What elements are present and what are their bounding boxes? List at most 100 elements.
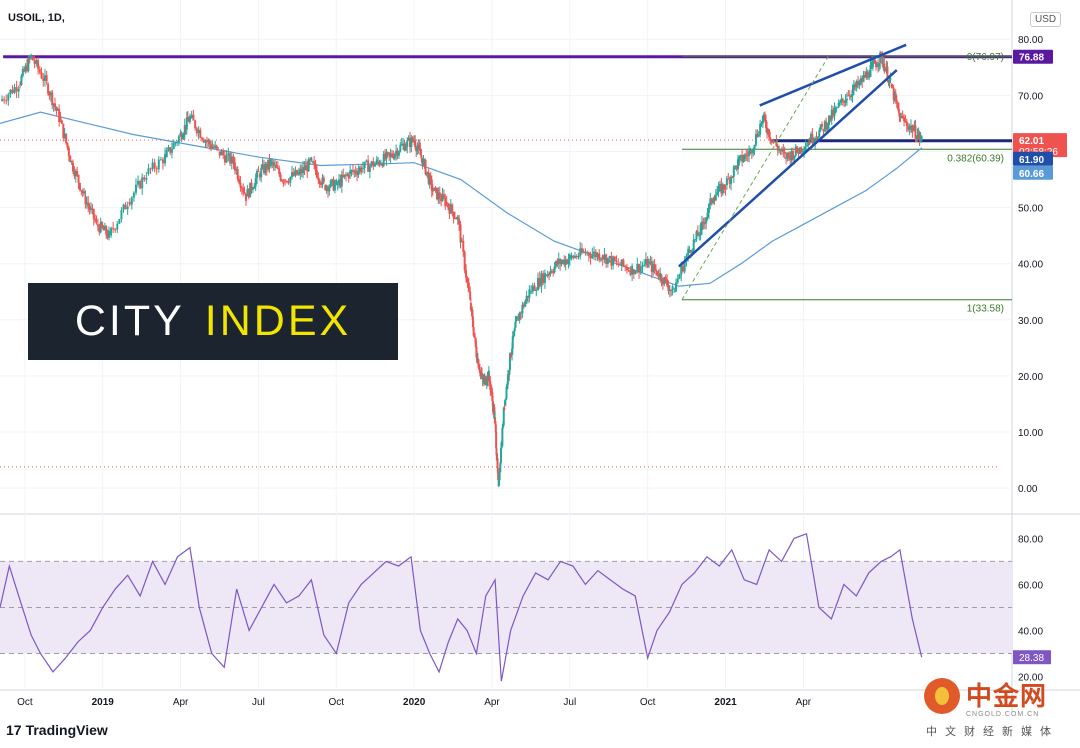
candle-body	[153, 162, 156, 169]
candle-body	[872, 60, 875, 62]
candle-body	[490, 391, 493, 393]
candle-body	[167, 147, 170, 151]
candle-body	[692, 239, 695, 251]
candle-body	[425, 171, 428, 175]
candle-body	[9, 89, 12, 95]
candle-body	[568, 254, 571, 260]
candle-body	[67, 147, 70, 157]
candle-body	[151, 162, 154, 170]
candle-body	[483, 377, 486, 382]
candle-body	[392, 156, 395, 159]
candle-body	[181, 137, 184, 139]
candle-body	[748, 151, 751, 156]
y-tick-label: 50.00	[1018, 204, 1043, 215]
candle-body	[449, 204, 452, 214]
candle-body	[428, 175, 431, 184]
candle-body	[269, 159, 272, 167]
candle-body	[183, 125, 186, 135]
candle-body	[25, 65, 28, 71]
candle-body	[233, 162, 236, 171]
candle-body	[466, 277, 469, 283]
candle-body	[253, 186, 256, 189]
candle-body	[176, 141, 179, 143]
candle-body	[557, 259, 560, 264]
candle-body	[116, 223, 119, 230]
candle-body	[147, 168, 150, 174]
candle-body	[907, 126, 910, 130]
candle-body	[537, 277, 540, 291]
candle-body	[89, 208, 92, 210]
candle-body	[709, 198, 712, 205]
candle-body	[503, 407, 506, 409]
candle-body	[478, 367, 481, 370]
candle-body	[502, 407, 505, 426]
candle-body	[821, 124, 824, 127]
candle-body	[721, 184, 724, 194]
candle-body	[563, 259, 566, 265]
candle-body	[698, 235, 701, 237]
candle-body	[892, 87, 895, 100]
candle-body	[782, 149, 785, 152]
candle-body	[593, 251, 596, 255]
candle-body	[382, 153, 385, 167]
candle-body	[730, 176, 733, 184]
candle-body	[879, 52, 882, 64]
candle-body	[909, 125, 912, 128]
candle-body	[689, 250, 692, 253]
candle-body	[859, 78, 862, 85]
candle-body	[340, 174, 343, 187]
candle-body	[182, 134, 185, 138]
candle-body	[342, 174, 345, 177]
candle-body	[839, 101, 842, 103]
candle-body	[186, 117, 189, 121]
candle-body	[321, 177, 324, 185]
candle-body	[15, 87, 18, 92]
candle-body	[903, 117, 906, 121]
candle-body	[441, 194, 444, 202]
candle-body	[718, 184, 721, 187]
candle-body	[893, 93, 896, 100]
candle-body	[594, 251, 597, 258]
candle-body	[458, 218, 461, 225]
candle-body	[493, 407, 496, 419]
candle-body	[404, 146, 407, 151]
tradingview-brand[interactable]: 17 TradingView	[6, 722, 108, 738]
candle-body	[375, 159, 378, 164]
candle-body	[920, 136, 923, 139]
symbol-label[interactable]: USOIL, 1D,	[8, 12, 65, 24]
candle-body	[589, 255, 592, 259]
candle-body	[59, 117, 62, 121]
candle-body	[625, 266, 628, 271]
candle-body	[407, 138, 410, 141]
candle-body	[870, 61, 873, 66]
candle-body	[356, 173, 359, 176]
price-tag-label: 62.01	[1019, 136, 1044, 147]
candle-body	[617, 263, 620, 265]
candle-body	[423, 160, 426, 163]
y-tick-label: 80.00	[1018, 35, 1043, 46]
candle-body	[772, 140, 775, 143]
candle-body	[485, 383, 488, 385]
candle-body	[520, 312, 523, 314]
currency-label[interactable]: USD	[1030, 12, 1062, 27]
candle-body	[862, 74, 865, 82]
candle-body	[825, 121, 828, 130]
candle-body	[239, 182, 242, 188]
fib-trend-line	[681, 56, 829, 300]
candle-body	[250, 182, 253, 190]
candle-body	[895, 100, 898, 103]
candle-body	[567, 259, 570, 264]
rsi-line-path	[0, 532, 923, 682]
candle-body	[395, 150, 398, 154]
candle-body	[315, 170, 318, 178]
candle-body	[406, 140, 409, 147]
candle-body	[358, 167, 361, 171]
candle-body	[857, 81, 860, 86]
candle-body	[262, 164, 265, 173]
candle-body	[504, 399, 507, 404]
candle-body	[497, 480, 500, 486]
candle-body	[208, 140, 211, 145]
candle-body	[757, 134, 760, 137]
candle-body	[809, 133, 812, 141]
